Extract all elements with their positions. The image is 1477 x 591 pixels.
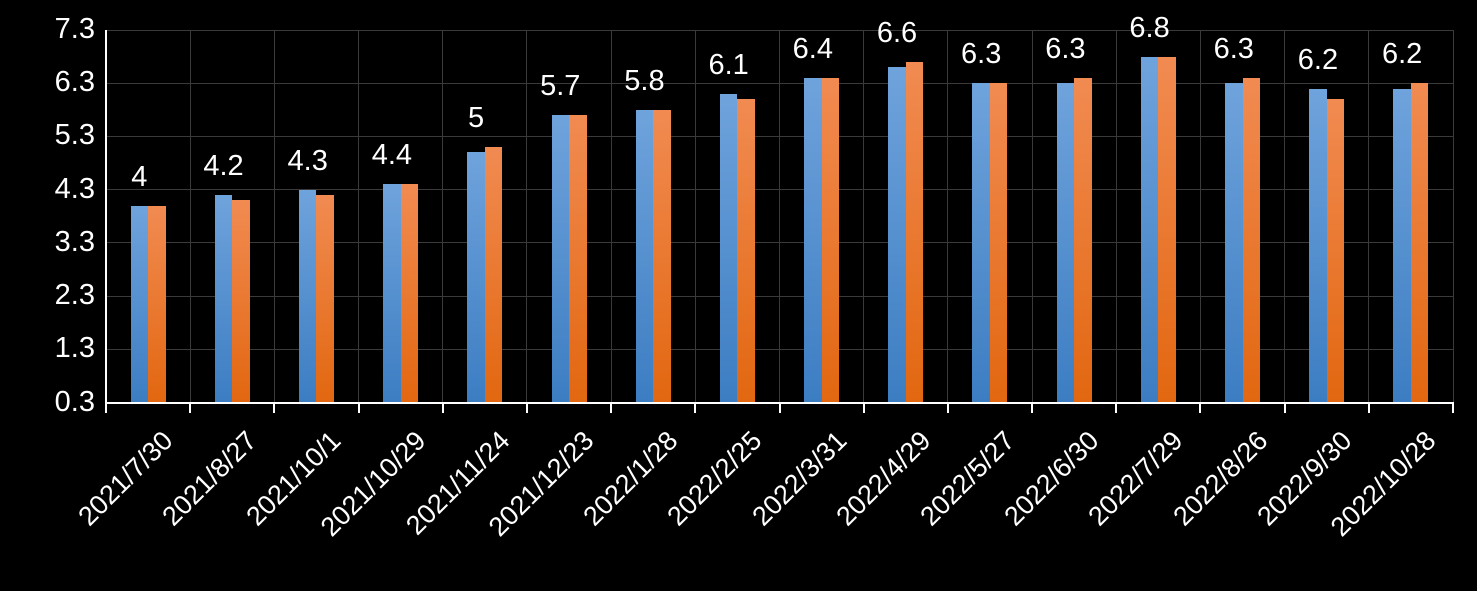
bar-orange bbox=[653, 109, 671, 403]
x-axis-tick-mark bbox=[946, 402, 949, 413]
bar-orange bbox=[232, 200, 250, 403]
x-axis-tick-mark bbox=[610, 402, 613, 413]
bar-data-label: 6.3 bbox=[1213, 32, 1254, 65]
bar-data-label: 6.2 bbox=[1381, 38, 1423, 71]
bar-data-label: 5.8 bbox=[624, 64, 665, 97]
bar-blue bbox=[1056, 83, 1075, 403]
bar-orange bbox=[316, 194, 334, 403]
y-axis-tick-label: 5.3 bbox=[54, 119, 95, 152]
bar-data-label: 6.6 bbox=[876, 16, 918, 49]
bar-blue bbox=[719, 93, 738, 403]
gridline-vertical bbox=[779, 30, 780, 403]
gridline-vertical bbox=[1452, 30, 1454, 403]
gridline-vertical bbox=[863, 30, 865, 403]
y-axis-tick-label: 3.3 bbox=[54, 225, 95, 258]
gridline-vertical bbox=[358, 30, 360, 403]
x-axis-tick-mark bbox=[189, 402, 192, 413]
gridline-vertical bbox=[1284, 30, 1286, 403]
bar-data-label: 6.8 bbox=[1129, 11, 1170, 44]
bar-orange bbox=[905, 61, 924, 403]
bar-blue bbox=[298, 189, 317, 403]
bar-data-label: 4 bbox=[131, 160, 148, 193]
x-axis-tick-mark bbox=[862, 402, 865, 413]
x-axis-tick-mark bbox=[357, 402, 360, 413]
bar-data-label: 4.3 bbox=[287, 144, 328, 177]
bar-data-label: 6.1 bbox=[708, 48, 749, 81]
bar-orange bbox=[484, 147, 503, 403]
x-axis-tick-mark bbox=[1452, 402, 1454, 413]
gridline-vertical bbox=[1368, 30, 1370, 403]
x-axis-tick-mark bbox=[1367, 402, 1370, 413]
gridline-vertical bbox=[1199, 30, 1201, 403]
bar-blue bbox=[383, 184, 401, 403]
bar-data-label: 5 bbox=[468, 102, 485, 135]
bar-orange bbox=[1242, 77, 1261, 403]
bar-orange bbox=[1410, 83, 1429, 403]
y-axis-tick-label: 0.3 bbox=[54, 385, 95, 418]
x-axis-tick-label: 2021/7/30 bbox=[72, 425, 179, 532]
bar-data-label: 6.3 bbox=[1045, 32, 1086, 65]
x-axis-tick-mark bbox=[525, 402, 528, 413]
bar-blue bbox=[467, 152, 485, 403]
bar-blue bbox=[1393, 88, 1411, 403]
bar-blue bbox=[1309, 88, 1327, 403]
bar-orange bbox=[737, 99, 755, 403]
bar-orange bbox=[569, 115, 587, 403]
y-axis-tick-label: 1.3 bbox=[54, 332, 95, 365]
y-axis-tick-label: 2.3 bbox=[54, 279, 95, 312]
bar-orange bbox=[989, 83, 1008, 403]
gridline-vertical bbox=[442, 30, 444, 403]
bar-blue bbox=[130, 205, 149, 403]
x-axis-tick-mark bbox=[441, 402, 444, 413]
bar-blue bbox=[1140, 56, 1159, 403]
x-axis-tick-mark bbox=[1031, 402, 1034, 413]
y-axis-tick-label: 7.3 bbox=[54, 13, 95, 45]
bar-data-label: 6.2 bbox=[1297, 43, 1339, 76]
x-axis-tick-mark bbox=[1283, 402, 1286, 413]
bar-orange bbox=[1326, 99, 1345, 403]
bar-blue bbox=[635, 109, 654, 403]
gridline-vertical bbox=[273, 30, 275, 403]
x-axis-tick-mark bbox=[1199, 402, 1202, 413]
bar-blue bbox=[214, 194, 233, 403]
bar-data-label: 6.4 bbox=[792, 32, 833, 65]
bar-orange bbox=[1074, 77, 1092, 403]
bar-blue bbox=[888, 67, 906, 403]
bar-orange bbox=[148, 205, 166, 403]
bar-blue bbox=[1225, 83, 1243, 403]
x-axis-tick-mark bbox=[273, 402, 276, 413]
x-axis-tick-mark bbox=[694, 402, 697, 413]
y-axis-line bbox=[105, 30, 107, 413]
gridline-vertical bbox=[1115, 30, 1117, 403]
y-axis-tick-label: 6.3 bbox=[54, 66, 95, 99]
bar-blue bbox=[804, 77, 822, 403]
bar-data-label: 5.7 bbox=[540, 70, 581, 103]
y-axis-tick-label: 4.3 bbox=[54, 172, 95, 205]
bar-data-label: 4.2 bbox=[203, 149, 244, 182]
gridline-vertical bbox=[610, 30, 612, 403]
bar-orange bbox=[821, 77, 840, 403]
bar-orange bbox=[400, 184, 419, 403]
x-axis-tick-mark bbox=[778, 402, 781, 413]
gridline-vertical bbox=[1031, 30, 1033, 403]
x-axis-tick-mark bbox=[1115, 402, 1118, 413]
bar-blue bbox=[972, 83, 990, 403]
bar-blue bbox=[551, 115, 570, 403]
gridline-vertical bbox=[947, 30, 949, 403]
bar-data-label: 4.4 bbox=[371, 139, 413, 172]
gridline-vertical bbox=[189, 30, 191, 403]
x-axis-tick-mark bbox=[105, 402, 107, 413]
gridline-vertical bbox=[694, 30, 696, 403]
gridline-vertical bbox=[526, 30, 528, 403]
bar-data-label: 6.3 bbox=[961, 38, 1002, 71]
bar-orange bbox=[1158, 56, 1176, 403]
